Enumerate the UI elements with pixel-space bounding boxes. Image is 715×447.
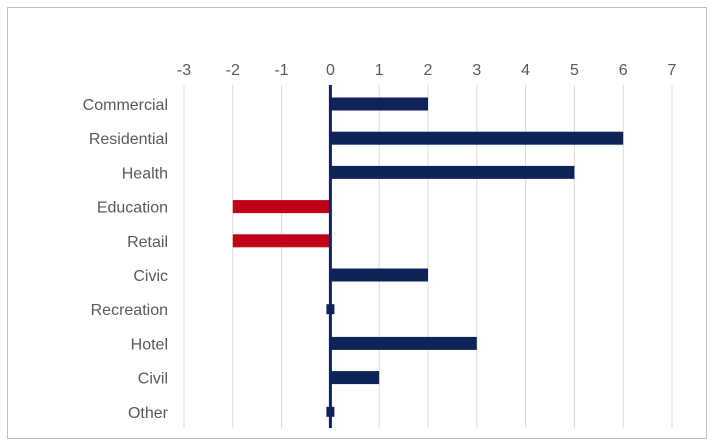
x-tick-labels: -3 -2 -1 0 1 2 3 4 5 6 7: [177, 62, 677, 79]
bar: [330, 371, 380, 385]
bar: [330, 131, 624, 145]
x-tick-label: -2: [226, 62, 240, 79]
bar: [330, 336, 477, 350]
category-labels: Commercial Residential Health Education Reta…: [83, 97, 169, 422]
x-tick-label: 4: [521, 62, 530, 79]
x-tick-label: 7: [668, 62, 677, 79]
category-label: Commercial: [83, 97, 168, 114]
x-tick-label: 2: [424, 62, 433, 79]
bar: [330, 268, 428, 282]
x-tick-label: 3: [472, 62, 481, 79]
x-tick-label: 6: [619, 62, 628, 79]
x-tick-label: -1: [274, 62, 288, 79]
category-label: Education: [97, 200, 168, 217]
x-tick-label: -3: [177, 62, 191, 79]
category-label: Hotel: [131, 336, 168, 353]
category-label: Civic: [133, 268, 168, 285]
chart-frame: [7, 7, 707, 439]
x-tick-label: 5: [570, 62, 579, 79]
bar: [330, 165, 575, 179]
bar: [330, 97, 428, 111]
category-label: Retail: [127, 234, 168, 251]
gridlines: [183, 85, 673, 428]
category-label: Civil: [138, 371, 168, 388]
x-tick-label: 1: [375, 62, 384, 79]
x-tick-label: 0: [326, 62, 335, 79]
category-label: Recreation: [91, 302, 168, 319]
bar: [232, 200, 331, 214]
bar: [232, 234, 331, 248]
category-label: Other: [128, 405, 169, 422]
category-label: Residential: [89, 131, 168, 148]
category-label: Health: [122, 165, 168, 182]
